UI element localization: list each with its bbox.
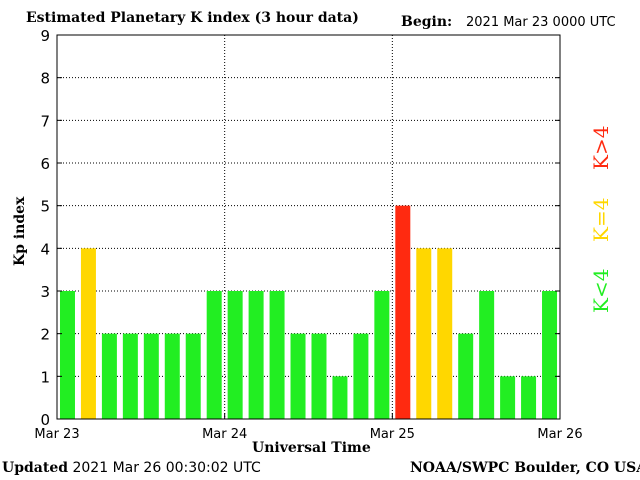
bar-10 <box>269 291 285 419</box>
bar-0 <box>59 291 75 419</box>
updated-label: Updated <box>2 460 69 476</box>
legend-high: K>4 <box>589 125 613 170</box>
y-tick-label-7: 7 <box>40 112 50 130</box>
y-tick-label-2: 2 <box>40 326 50 344</box>
bar-22 <box>521 376 537 419</box>
bar-18 <box>437 248 453 419</box>
footer-source: NOAA/SWPC Boulder, CO USA <box>410 460 640 476</box>
legend-mid: K=4 <box>589 197 613 242</box>
y-tick-label-6: 6 <box>40 155 50 173</box>
bar-1 <box>80 248 96 419</box>
y-tick-label-0: 0 <box>40 411 50 429</box>
bar-21 <box>500 376 516 419</box>
bar-19 <box>458 333 474 419</box>
bar-16 <box>395 205 411 419</box>
x-axis-label: Universal Time <box>252 440 371 456</box>
footer-updated: Updated 2021 Mar 26 00:30:02 UTC <box>2 460 261 476</box>
plot-frame <box>56 34 561 420</box>
y-tick-label-5: 5 <box>40 198 50 216</box>
bar-13 <box>332 376 348 419</box>
bar-4 <box>143 333 159 419</box>
y-tick-label-1: 1 <box>40 368 50 386</box>
x-tick-label-0: Mar 23 <box>34 427 79 442</box>
bar-8 <box>227 291 243 419</box>
bar-6 <box>185 333 201 419</box>
x-tick-label-3: Mar 26 <box>537 427 582 442</box>
y-tick-label-8: 8 <box>40 70 50 88</box>
y-tick-label-9: 9 <box>40 27 50 45</box>
bar-11 <box>290 333 306 419</box>
bar-23 <box>542 291 558 419</box>
bar-2 <box>101 333 117 419</box>
bar-14 <box>353 333 369 419</box>
x-tick-label-1: Mar 24 <box>202 427 247 442</box>
legend-low: K<4 <box>589 268 613 313</box>
updated-value: 2021 Mar 26 00:30:02 UTC <box>72 460 261 476</box>
bar-7 <box>206 291 222 419</box>
bar-17 <box>416 248 432 419</box>
bar-9 <box>248 291 264 419</box>
bar-12 <box>311 333 327 419</box>
begin-label: Begin: <box>401 14 453 30</box>
begin-value: 2021 Mar 23 0000 UTC <box>466 15 616 30</box>
y-tick-label-3: 3 <box>40 283 50 301</box>
x-tick-label-2: Mar 25 <box>370 427 415 442</box>
y-tick-label-4: 4 <box>40 240 50 258</box>
chart-title: Estimated Planetary K index (3 hour data… <box>26 10 359 26</box>
bar-20 <box>479 291 495 419</box>
bar-15 <box>374 291 390 419</box>
bar-3 <box>122 333 138 419</box>
bar-5 <box>164 333 180 419</box>
